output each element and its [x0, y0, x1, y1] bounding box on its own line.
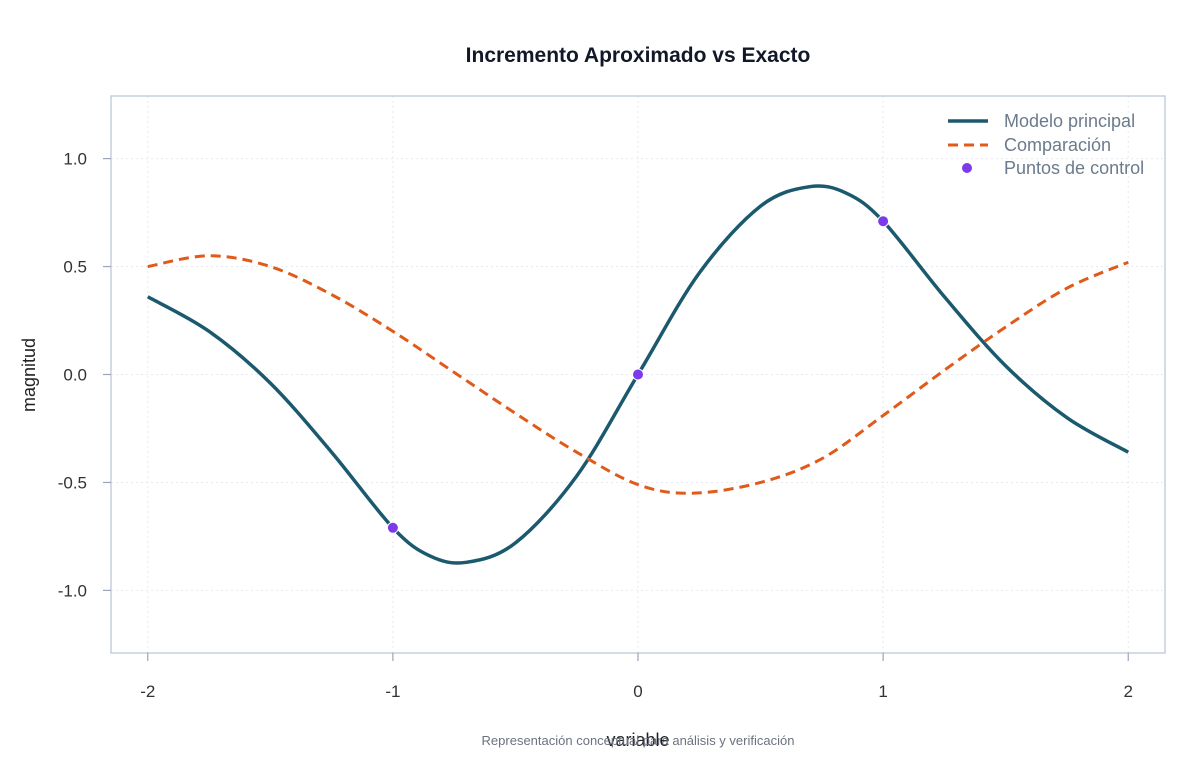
control-point [632, 368, 644, 381]
x-tick-label: -1 [385, 682, 400, 701]
legend: Modelo principal Comparación Puntos de c… [948, 111, 1144, 178]
x-tick-label: 1 [878, 682, 887, 701]
legend-swatch-puntos-de-control [962, 163, 972, 173]
control-point [877, 215, 890, 228]
y-axis-label: magnitud [19, 338, 39, 412]
chart-title: Incremento Aproximado vs Exacto [466, 44, 811, 67]
x-axis-label: variable [606, 730, 669, 750]
y-tick-label: 1.0 [63, 150, 87, 169]
x-axis: -2 -1 0 1 2 [140, 653, 1133, 701]
x-tick-label: -2 [140, 682, 155, 701]
y-tick-label: -1.0 [58, 581, 87, 600]
caption: Representación conceptual para análisis … [482, 733, 795, 748]
legend-label-modelo-principal: Modelo principal [1004, 111, 1135, 131]
x-tick-label: 0 [633, 682, 642, 701]
series-line-comparacion [147, 254, 1129, 495]
points-layer [386, 215, 890, 534]
y-tick-label: 0.5 [63, 258, 87, 277]
x-tick-label: 2 [1123, 682, 1132, 701]
y-tick-label: 0.0 [63, 366, 87, 385]
control-point [386, 521, 399, 534]
y-tick-label: -0.5 [58, 473, 87, 492]
y-axis: 1.0 0.5 0.0 -0.5 -1.0 [58, 150, 111, 600]
legend-label-comparacion: Comparación [1004, 135, 1111, 155]
legend-label-puntos-de-control: Puntos de control [1004, 158, 1144, 178]
